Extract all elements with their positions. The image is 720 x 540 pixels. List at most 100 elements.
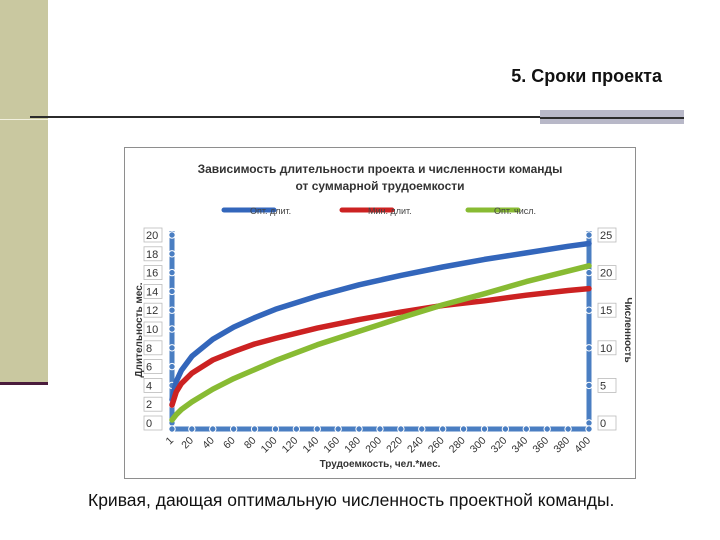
x-tick-mark	[292, 425, 301, 433]
x-tick-mark	[250, 425, 259, 433]
y2-tick-label: 15	[600, 305, 612, 317]
series-line	[169, 285, 592, 408]
y2-tick-mark	[585, 419, 593, 427]
x-tick-mark	[564, 425, 572, 433]
x-tick-mark	[168, 425, 176, 433]
y-tick-label-box	[143, 227, 163, 243]
y2-tick-label-box	[597, 265, 617, 280]
x-tick-label: 80	[242, 435, 259, 452]
x-tick-mark	[543, 425, 551, 433]
x-tick-label: 300	[468, 435, 489, 456]
legend-label: Мин. длит.	[368, 206, 412, 216]
x-tick-label: 40	[200, 435, 217, 452]
y2-tick-label: 10	[600, 343, 612, 355]
x-tick-label: 220	[384, 435, 405, 456]
y-axis-title: Длительность мес.	[134, 282, 145, 377]
title-rule-accent-line	[540, 117, 684, 119]
x-tick-mark	[209, 425, 217, 433]
chart-frame	[124, 147, 636, 479]
x-tick-mark	[585, 425, 593, 433]
y-tick-label-box	[143, 377, 163, 393]
y-tick-label-box	[143, 396, 163, 412]
y-tick-mark	[168, 325, 176, 333]
y-tick-mark	[168, 268, 176, 277]
y-tick-label: 8	[146, 343, 152, 355]
x-tick-mark	[313, 425, 321, 433]
x-tick-label: 100	[259, 435, 280, 456]
y2-tick-label: 25	[600, 230, 612, 242]
x-tick-mark	[418, 425, 426, 433]
x-tick-label: 360	[530, 435, 551, 456]
series-line	[169, 263, 592, 423]
x-tick-label: 1	[164, 435, 177, 448]
x-tick-label: 120	[280, 435, 301, 456]
y-tick-label: 6	[146, 362, 152, 374]
slide-title: 5. Сроки проекта	[511, 66, 662, 86]
y-tick-label: 18	[146, 249, 158, 261]
chart-title: Зависимость длительности проекта и числе…	[198, 162, 563, 176]
x-tick-mark	[355, 425, 363, 433]
y-tick-label: 10	[146, 324, 158, 336]
x-tick-mark	[397, 425, 405, 433]
y-tick-label-box	[143, 321, 163, 337]
legend-label: Опт. длит.	[250, 206, 291, 216]
chart-subtitle: от суммарной трудоемкости	[295, 179, 464, 193]
y-tick-mark	[168, 362, 176, 371]
x-tick-mark	[334, 425, 342, 433]
y2-tick-label-box	[597, 227, 617, 243]
y-tick-label: 20	[146, 230, 158, 242]
x-tick-label: 160	[321, 435, 342, 456]
x-tick-mark	[438, 425, 447, 433]
y-tick-label-box	[143, 415, 163, 431]
y-tick-label-box	[143, 246, 163, 262]
y2-tick-mark	[585, 268, 593, 277]
x-tick-label: 260	[426, 435, 447, 456]
y2-tick-label-box	[597, 377, 617, 393]
y-tick-label: 4	[146, 380, 152, 392]
y-tick-label: 16	[146, 268, 158, 280]
x-tick-label: 340	[510, 435, 531, 456]
x-tick-label: 400	[572, 435, 593, 456]
x-tick-label: 200	[363, 435, 384, 456]
x-tick-mark	[459, 425, 468, 433]
x-tick-mark	[501, 425, 510, 433]
series-line	[169, 240, 592, 403]
y2-tick-mark	[585, 381, 593, 390]
y-tick-label: 2	[146, 399, 152, 411]
x-tick-label: 280	[447, 435, 468, 456]
y-tick-mark	[168, 344, 176, 352]
left-bar-bottom-accent	[0, 382, 48, 385]
x-tick-mark	[376, 425, 384, 433]
y2-tick-label-box	[597, 415, 617, 431]
y-tick-label-box	[143, 359, 163, 375]
legend-label: Опт. числ.	[494, 206, 536, 216]
y-tick-label-box	[143, 302, 163, 318]
left-bar-divider	[0, 119, 48, 120]
y-tick-label: 12	[146, 305, 158, 317]
slide-caption: Кривая, дающая оптимальную численность п…	[88, 490, 615, 510]
y2-tick-label: 20	[600, 268, 612, 280]
y-tick-mark	[168, 250, 176, 258]
y-tick-label-box	[143, 265, 163, 280]
y2-tick-label: 5	[600, 380, 606, 392]
y-tick-mark	[168, 306, 176, 314]
y2-axis-title: Численность	[622, 297, 633, 362]
title-rule	[30, 116, 540, 118]
y-tick-label-box	[143, 283, 163, 299]
chart: Зависимость длительности проекта и числе…	[134, 162, 633, 470]
y-tick-mark	[168, 287, 176, 296]
x-tick-mark	[480, 425, 489, 433]
y-tick-label: 0	[146, 418, 152, 430]
x-tick-label: 380	[551, 435, 572, 456]
x-tick-mark	[522, 425, 530, 433]
x-tick-label: 140	[301, 435, 322, 456]
x-axis-title: Трудоемкость, чел.*мес.	[320, 459, 441, 470]
x-tick-mark	[188, 425, 196, 433]
y2-tick-label: 0	[600, 418, 606, 430]
x-tick-label: 240	[405, 435, 426, 456]
y2-tick-mark	[585, 306, 593, 314]
y2-tick-mark	[585, 344, 593, 352]
y-tick-label: 14	[146, 286, 158, 298]
x-tick-label: 20	[179, 435, 196, 452]
x-tick-label: 60	[221, 435, 238, 452]
